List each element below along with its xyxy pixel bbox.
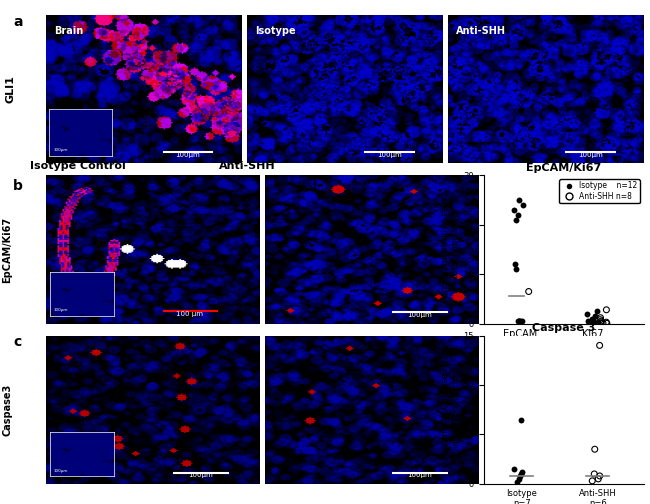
Point bbox=[595, 319, 606, 327]
Point bbox=[511, 265, 521, 273]
Text: Caspase3: Caspase3 bbox=[2, 384, 12, 436]
Text: Anti-SHH: Anti-SHH bbox=[456, 26, 506, 36]
Point bbox=[584, 318, 594, 326]
Text: GLI1: GLI1 bbox=[5, 75, 16, 103]
Text: c: c bbox=[13, 335, 21, 349]
Title: EpCAM/Ki67: EpCAM/Ki67 bbox=[526, 163, 601, 173]
Point bbox=[595, 472, 605, 480]
Point bbox=[595, 341, 605, 349]
Text: 100 μm: 100 μm bbox=[176, 311, 203, 317]
Point bbox=[583, 317, 593, 325]
Point bbox=[585, 319, 595, 327]
Point bbox=[586, 314, 597, 323]
Point bbox=[511, 216, 521, 224]
Point bbox=[582, 310, 592, 318]
Text: b: b bbox=[13, 179, 23, 193]
Point bbox=[589, 470, 599, 478]
Point bbox=[514, 475, 525, 483]
Text: Brain: Brain bbox=[54, 26, 83, 36]
Title: Caspase 3: Caspase 3 bbox=[532, 324, 595, 333]
Point bbox=[517, 317, 527, 325]
Point bbox=[587, 477, 597, 485]
Point bbox=[588, 316, 599, 324]
Point bbox=[590, 445, 600, 453]
Point bbox=[523, 287, 534, 295]
Point bbox=[595, 316, 605, 324]
Y-axis label: Percentage Caspase3+
in total population: Percentage Caspase3+ in total population bbox=[441, 361, 461, 459]
Text: 100μm: 100μm bbox=[377, 152, 402, 158]
Point bbox=[515, 472, 526, 480]
Y-axis label: Percentage positive cells
in total population: Percentage positive cells in total popul… bbox=[441, 197, 460, 302]
Point bbox=[591, 319, 601, 327]
Point bbox=[601, 306, 612, 314]
Point bbox=[598, 319, 608, 327]
Text: Isotype Control: Isotype Control bbox=[30, 161, 126, 171]
Point bbox=[595, 313, 606, 322]
Text: 100μm: 100μm bbox=[176, 152, 200, 158]
Text: Isotype: Isotype bbox=[255, 26, 296, 36]
Legend: Isotype    n=12, Anti-SHH n=8: Isotype n=12, Anti-SHH n=8 bbox=[559, 179, 640, 203]
Point bbox=[512, 478, 523, 486]
Point bbox=[514, 196, 524, 204]
Point bbox=[590, 320, 600, 328]
Text: 100μm: 100μm bbox=[408, 472, 432, 478]
Text: 100μm: 100μm bbox=[188, 472, 213, 478]
Point bbox=[509, 465, 519, 473]
Point bbox=[510, 260, 521, 268]
Point bbox=[515, 470, 526, 478]
Text: EpCAM/Ki67: EpCAM/Ki67 bbox=[2, 216, 12, 283]
Point bbox=[509, 206, 519, 214]
Point bbox=[514, 317, 524, 325]
Point bbox=[515, 317, 526, 325]
Point bbox=[515, 415, 526, 423]
Point bbox=[517, 201, 528, 209]
Point bbox=[602, 320, 612, 328]
Point bbox=[593, 475, 603, 483]
Text: 100μm: 100μm bbox=[408, 312, 432, 318]
Point bbox=[596, 317, 606, 325]
Point bbox=[592, 307, 602, 316]
Point bbox=[593, 319, 603, 327]
Point bbox=[590, 312, 600, 320]
Point bbox=[601, 318, 612, 326]
Point bbox=[513, 317, 523, 325]
Text: Anti-SHH: Anti-SHH bbox=[218, 161, 276, 171]
Point bbox=[514, 317, 524, 325]
Point bbox=[592, 320, 602, 328]
Point bbox=[517, 468, 528, 476]
Text: a: a bbox=[13, 15, 23, 29]
Point bbox=[512, 211, 523, 219]
Text: 100μm: 100μm bbox=[578, 152, 603, 158]
